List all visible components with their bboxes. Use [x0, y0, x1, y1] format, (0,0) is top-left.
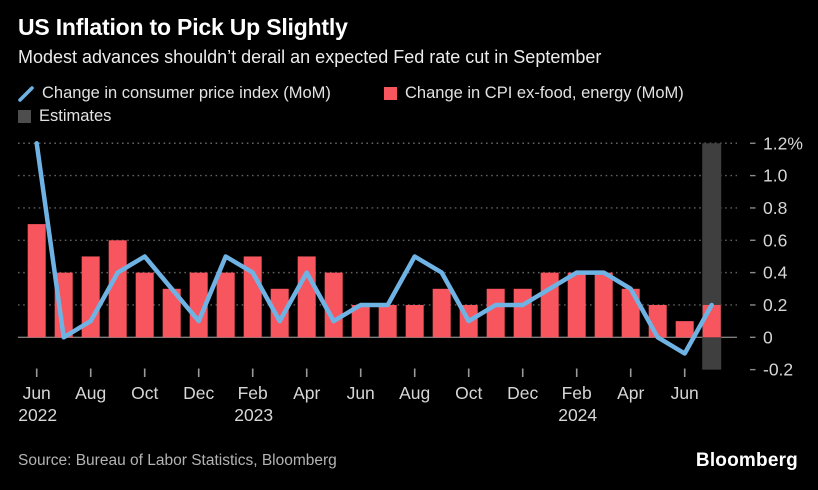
- svg-text:Aug: Aug: [399, 383, 430, 403]
- chart-footer: Source: Bureau of Labor Statistics, Bloo…: [18, 450, 798, 472]
- svg-text:-0.2: -0.2: [763, 360, 793, 380]
- chart-header: US Inflation to Pick Up Slightly Modest …: [18, 14, 601, 68]
- legend-item-cpi-line: Change in consumer price index (MoM): [18, 84, 331, 103]
- svg-text:Oct: Oct: [131, 383, 158, 403]
- svg-text:2022: 2022: [18, 405, 57, 425]
- legend-label-core-cpi: Change in CPI ex-food, energy (MoM): [405, 84, 684, 102]
- legend-item-core-cpi-bars: Change in CPI ex-food, energy (MoM): [384, 84, 684, 103]
- svg-text:Dec: Dec: [507, 383, 538, 403]
- chart-legend: Change in consumer price index (MoM) Cha…: [18, 84, 802, 128]
- legend-label-estimates: Estimates: [39, 107, 112, 125]
- page-subtitle: Modest advances shouldn’t derail an expe…: [18, 47, 602, 67]
- svg-text:Feb: Feb: [562, 383, 592, 403]
- svg-text:0.6: 0.6: [763, 230, 787, 250]
- svg-text:Feb: Feb: [238, 383, 268, 403]
- svg-text:Apr: Apr: [617, 383, 644, 403]
- svg-text:0: 0: [763, 327, 773, 347]
- svg-text:Jun: Jun: [671, 383, 699, 403]
- svg-text:Jun: Jun: [347, 383, 375, 403]
- bloomberg-logo: Bloomberg: [695, 450, 798, 471]
- cpi-line: [34, 141, 714, 356]
- svg-text:0.8: 0.8: [763, 198, 787, 218]
- svg-text:Jun: Jun: [23, 383, 51, 403]
- svg-text:1.0: 1.0: [763, 166, 788, 186]
- svg-text:1.2%: 1.2%: [763, 133, 803, 153]
- svg-text:Oct: Oct: [455, 383, 482, 403]
- source-attribution: Source: Bureau of Labor Statistics, Bloo…: [18, 452, 337, 469]
- svg-text:Aug: Aug: [75, 383, 106, 403]
- svg-text:2023: 2023: [234, 405, 273, 425]
- bar-series-marker-icon: [384, 87, 397, 100]
- y-axis: 1.2% 1.0 0.8 0.6 0.4 0.2 0 -0.2: [750, 133, 803, 380]
- svg-text:Apr: Apr: [293, 383, 320, 403]
- svg-text:Dec: Dec: [183, 383, 214, 403]
- legend-item-estimates: Estimates: [18, 107, 111, 126]
- svg-text:0.2: 0.2: [763, 295, 787, 315]
- svg-text:0.4: 0.4: [763, 263, 788, 283]
- legend-label-cpi-line: Change in consumer price index (MoM): [42, 84, 331, 102]
- line-series-marker-icon: [18, 85, 34, 102]
- svg-text:2024: 2024: [558, 405, 597, 425]
- page-title: US Inflation to Pick Up Slightly: [18, 14, 348, 40]
- estimates-marker-icon: [18, 110, 31, 123]
